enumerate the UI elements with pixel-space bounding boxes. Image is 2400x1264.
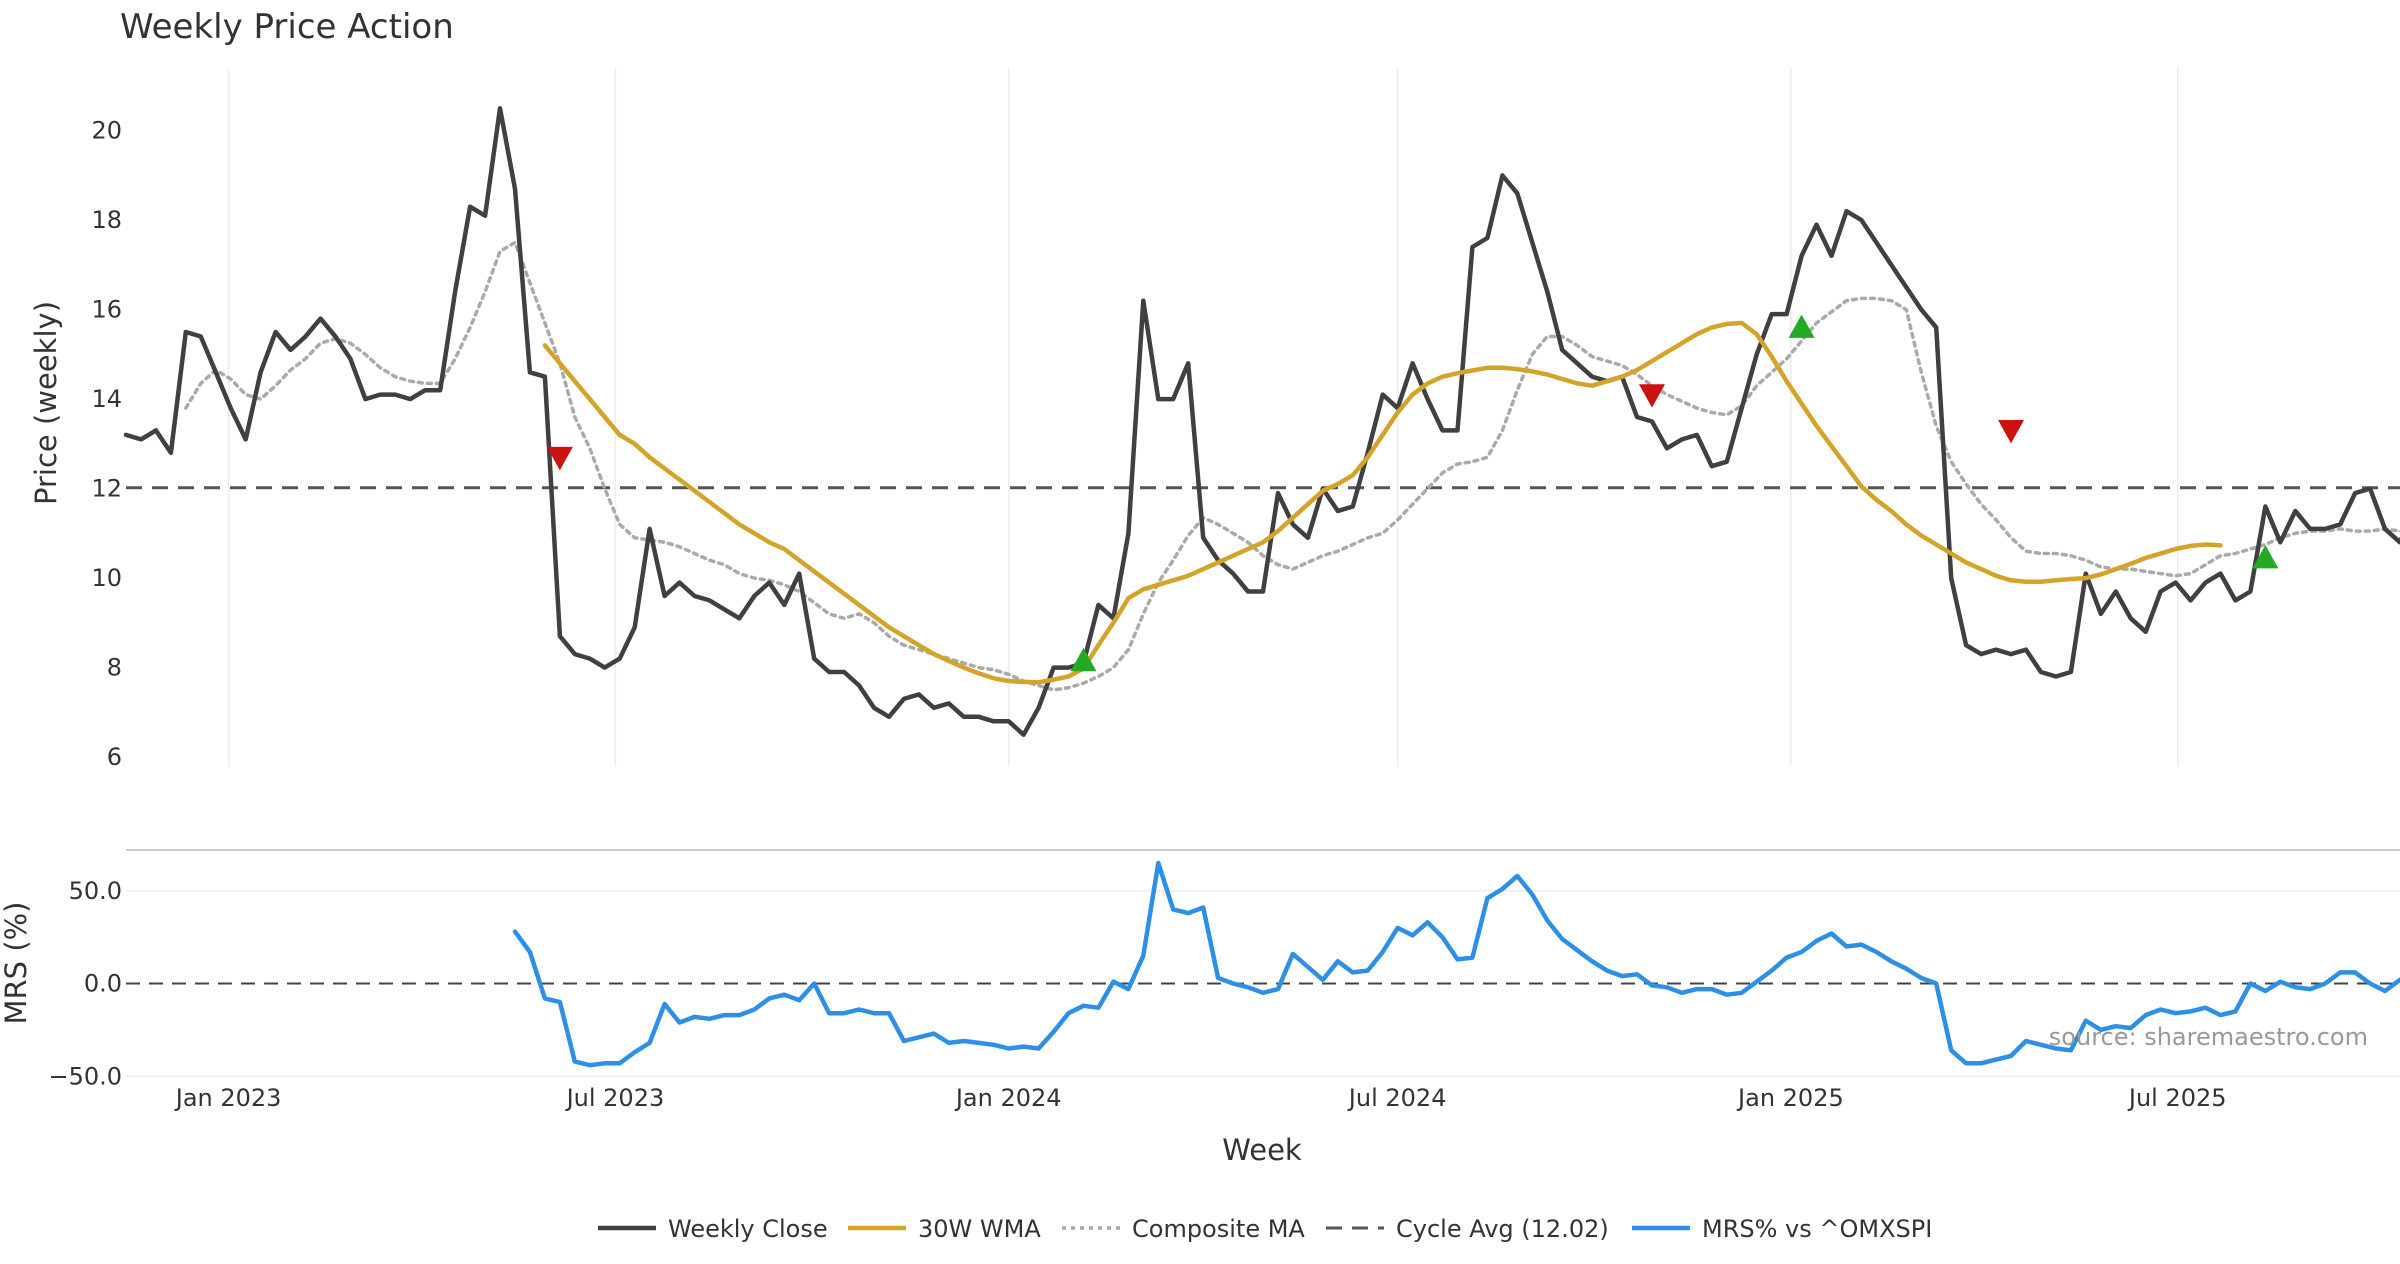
axes: Jan 2023 Jul 2023 Jan 2024 Jul 2024 Jan 2025… bbox=[48, 117, 2400, 1112]
reference-lines bbox=[126, 486, 2400, 985]
buy-signal-marker bbox=[2252, 544, 2279, 569]
legend-item: MRS% vs ^OMXSPI bbox=[1632, 1215, 1932, 1243]
legend: Weekly Close 30W WMA Composite MA Cycle Avg… bbox=[598, 1215, 1932, 1243]
series-weekly-close bbox=[123, 106, 2400, 737]
legend-label: Cycle Avg (12.02) bbox=[1396, 1215, 1609, 1243]
x-axis-label: Week bbox=[1222, 1133, 1302, 1167]
mrs-y-tick-label: −50.0 bbox=[48, 1062, 122, 1090]
price-y-tick-label: 16 bbox=[91, 296, 122, 324]
price-y-tick-label: 20 bbox=[91, 117, 122, 145]
price-y-tick-label: 10 bbox=[91, 564, 122, 592]
x-tick-label: Jul 2023 bbox=[565, 1084, 665, 1112]
mrs-y-tick-label: 0.0 bbox=[84, 970, 122, 998]
legend-label: Composite MA bbox=[1132, 1215, 1305, 1243]
mrs-y-axis-label: MRS (%) bbox=[0, 902, 33, 1025]
x-tick-label: Jan 2023 bbox=[174, 1084, 282, 1112]
sell-signal-marker bbox=[1638, 384, 1665, 408]
price-y-tick-label: 6 bbox=[107, 743, 122, 771]
source-note: source: sharemaestro.com bbox=[2049, 1023, 2368, 1051]
legend-item: Composite MA bbox=[1062, 1215, 1305, 1243]
legend-label: MRS% vs ^OMXSPI bbox=[1702, 1215, 1932, 1243]
legend-label: Weekly Close bbox=[668, 1215, 828, 1243]
signal-markers bbox=[546, 314, 2279, 672]
buy-signal-marker bbox=[1070, 647, 1097, 672]
legend-item: Cycle Avg (12.02) bbox=[1326, 1215, 1609, 1243]
series-30w-wma bbox=[542, 320, 2223, 685]
legend-item: Weekly Close bbox=[598, 1215, 828, 1243]
legend-label: 30W WMA bbox=[918, 1215, 1041, 1243]
price-y-tick-label: 14 bbox=[91, 385, 122, 413]
series-composite-ma bbox=[184, 240, 2400, 692]
gridlines bbox=[126, 68, 2400, 1078]
price-y-tick-label: 12 bbox=[91, 475, 122, 503]
mrs-y-tick-label: 50.0 bbox=[69, 877, 122, 905]
price-y-tick-label: 8 bbox=[107, 654, 122, 682]
sell-signal-marker bbox=[546, 446, 573, 471]
series-mrs-vs-omxspi bbox=[512, 860, 2400, 1068]
price-y-axis-label: Price (weekly) bbox=[29, 301, 63, 505]
sell-signal-marker bbox=[1998, 420, 2025, 444]
x-tick-label: Jul 2024 bbox=[1347, 1084, 1447, 1112]
buy-signal-marker bbox=[1788, 314, 1815, 338]
x-tick-label: Jan 2025 bbox=[1736, 1084, 1844, 1112]
series-lines bbox=[123, 106, 2400, 1068]
legend-item: 30W WMA bbox=[848, 1215, 1041, 1243]
x-tick-label: Jul 2025 bbox=[2127, 1084, 2227, 1112]
price-y-tick-label: 18 bbox=[91, 206, 122, 234]
chart-title: Weekly Price Action bbox=[120, 7, 454, 47]
x-tick-label: Jan 2024 bbox=[954, 1084, 1062, 1112]
